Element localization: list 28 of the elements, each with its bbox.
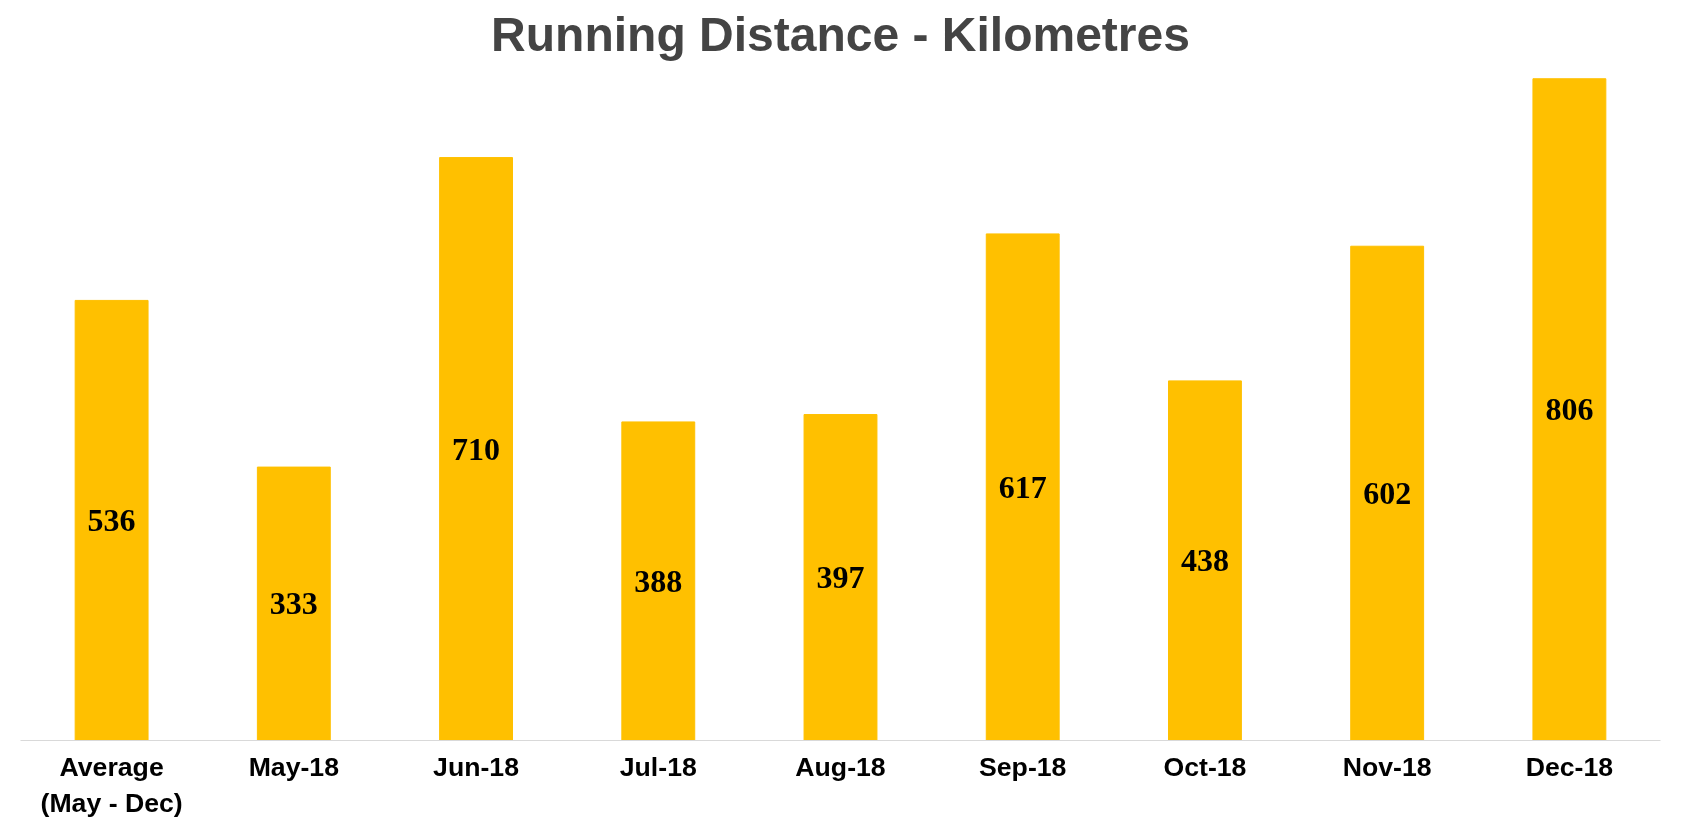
bar — [1168, 380, 1242, 741]
x-tick-label: Oct-18 — [1163, 751, 1247, 782]
x-tick-label: Jul-18 — [619, 751, 697, 782]
x-tick-label: Dec-18 — [1525, 751, 1614, 782]
bar — [985, 233, 1060, 741]
bar — [439, 157, 513, 741]
data-label: 710 — [452, 430, 501, 467]
bar — [1350, 245, 1425, 741]
data-label: 536 — [87, 501, 136, 538]
x-tick-label: Nov-18 — [1342, 751, 1432, 782]
x-tick-label: Average (May - Dec) — [40, 751, 183, 818]
bar — [256, 466, 331, 741]
data-label: 602 — [1363, 474, 1412, 511]
data-label: 397 — [816, 559, 865, 596]
data-label: 388 — [634, 562, 683, 599]
x-tick-label: Jun-18 — [433, 751, 520, 782]
bar — [803, 414, 878, 741]
data-label: 806 — [1545, 391, 1594, 428]
bar — [74, 299, 149, 741]
data-label: 333 — [269, 585, 318, 622]
x-tick-label: Aug-18 — [795, 751, 886, 782]
x-tick-label: Sep-18 — [979, 751, 1067, 782]
chart-title: Running Distance - Kilometres — [491, 7, 1190, 61]
bar — [1532, 78, 1607, 741]
bar — [621, 421, 696, 741]
data-label: 617 — [998, 468, 1047, 505]
data-label: 438 — [1180, 542, 1229, 579]
x-tick-label: May-18 — [248, 751, 340, 782]
